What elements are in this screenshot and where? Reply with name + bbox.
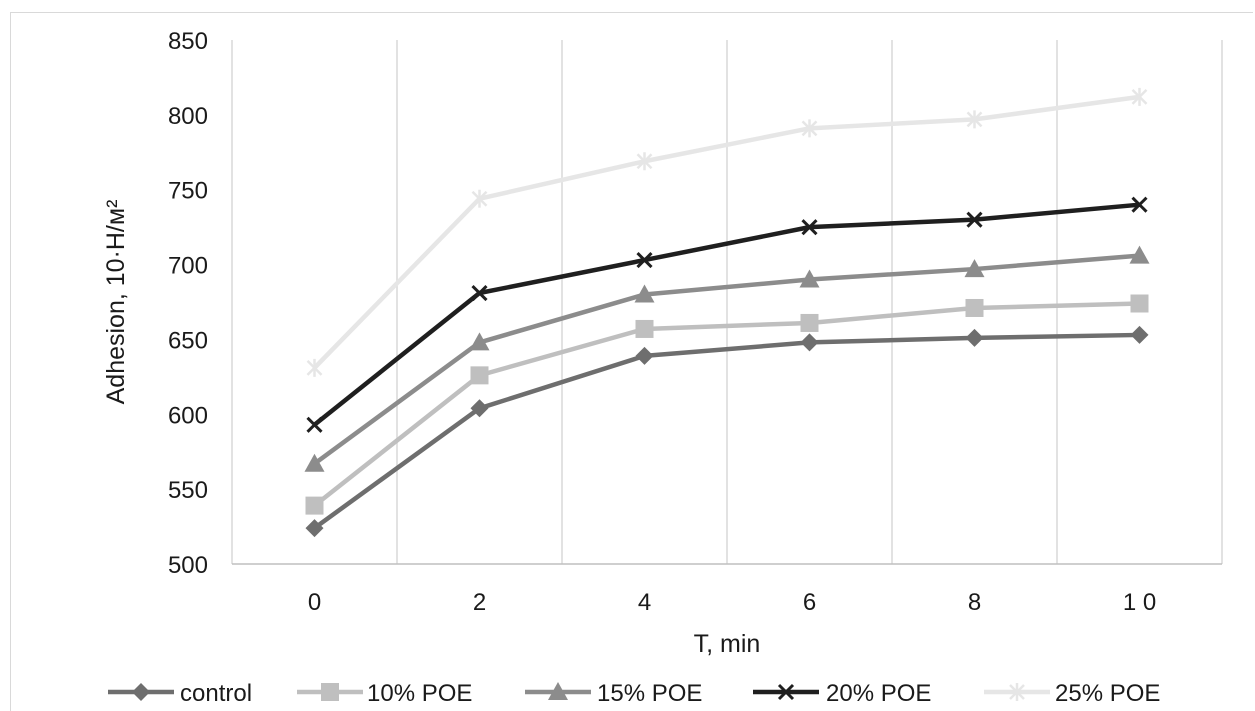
series-5 — [306, 87, 1148, 377]
y-tick-label: 800 — [168, 103, 208, 130]
x-axis-title: T, min — [694, 630, 761, 658]
data-point — [1129, 245, 1150, 264]
x-tick-label: 2 — [473, 589, 486, 616]
series-2 — [305, 294, 1149, 515]
series-3 — [304, 245, 1150, 472]
axis-layer — [231, 40, 1223, 565]
data-point — [1130, 325, 1149, 344]
series-line — [312, 94, 1140, 370]
legend-label: 15% POE — [597, 680, 702, 707]
data-point — [636, 252, 653, 269]
series-4 — [306, 196, 1148, 433]
data-point — [471, 189, 488, 208]
series-line — [313, 202, 1140, 427]
x-tick-label: 8 — [968, 589, 981, 616]
y-tick-label: 650 — [168, 327, 208, 354]
x-tick-label: 1 0 — [1123, 589, 1156, 616]
data-point — [634, 284, 655, 303]
grid-layer — [396, 40, 1058, 564]
data-point — [965, 298, 984, 317]
data-point — [305, 496, 324, 515]
data-point — [469, 332, 490, 351]
data-point — [965, 328, 984, 347]
data-point — [306, 416, 323, 433]
data-point — [966, 110, 983, 129]
legend-item: 20% POE — [753, 680, 931, 707]
data-point — [964, 259, 985, 278]
data-point — [1130, 294, 1149, 313]
legend-item: 15% POE — [525, 680, 702, 707]
legend-item: 10% POE — [297, 680, 472, 707]
series-line — [313, 301, 1140, 508]
y-tick-label: 700 — [168, 253, 208, 280]
legend-label: 10% POE — [367, 680, 472, 707]
data-point — [800, 333, 819, 352]
legend-item: 25% POE — [984, 680, 1160, 707]
y-tick-label: 550 — [168, 477, 208, 504]
legend: control 10% POE 15% POE 20% POE 25% POE — [108, 680, 1160, 707]
data-point — [799, 269, 820, 288]
series-line — [313, 253, 1140, 466]
legend-marker — [321, 683, 339, 701]
legend-marker — [1009, 683, 1025, 701]
data-point — [305, 519, 324, 538]
y-tick-label: 750 — [168, 178, 208, 205]
series-line — [313, 332, 1140, 530]
data-point — [1131, 87, 1148, 106]
legend-label: 20% POE — [826, 680, 931, 707]
data-point — [306, 358, 323, 377]
chart-frame — [10, 12, 1253, 711]
x-tick-label: 4 — [638, 589, 651, 616]
data-point — [800, 313, 819, 332]
data-point — [801, 219, 818, 236]
data-point — [635, 346, 654, 365]
data-point — [636, 152, 653, 171]
legend-label: control — [180, 680, 252, 707]
data-point — [470, 399, 489, 418]
y-tick-label: 850 — [168, 28, 208, 55]
legend-label: 25% POE — [1055, 680, 1160, 707]
tick-layer: 500 550 600 650 700 750 800 850 0 2 4 6 8 1 0 — [168, 28, 1156, 616]
legend-marker — [548, 682, 568, 700]
data-point — [801, 119, 818, 138]
y-tick-label: 500 — [168, 552, 208, 579]
legend-marker — [777, 683, 795, 701]
series-1 — [305, 325, 1149, 538]
y-axis-title: Adhesion, 10·Н/м² — [102, 200, 130, 405]
x-tick-label: 6 — [803, 589, 816, 616]
data-point — [635, 319, 654, 338]
data-point — [1131, 196, 1148, 213]
legend-item: control — [108, 680, 252, 707]
series-layer — [304, 87, 1150, 538]
x-tick-label: 0 — [308, 589, 321, 616]
data-point — [470, 366, 489, 385]
y-tick-label: 600 — [168, 402, 208, 429]
data-point — [471, 284, 488, 302]
data-point — [966, 211, 983, 228]
legend-marker — [132, 683, 150, 701]
data-point — [304, 453, 325, 472]
